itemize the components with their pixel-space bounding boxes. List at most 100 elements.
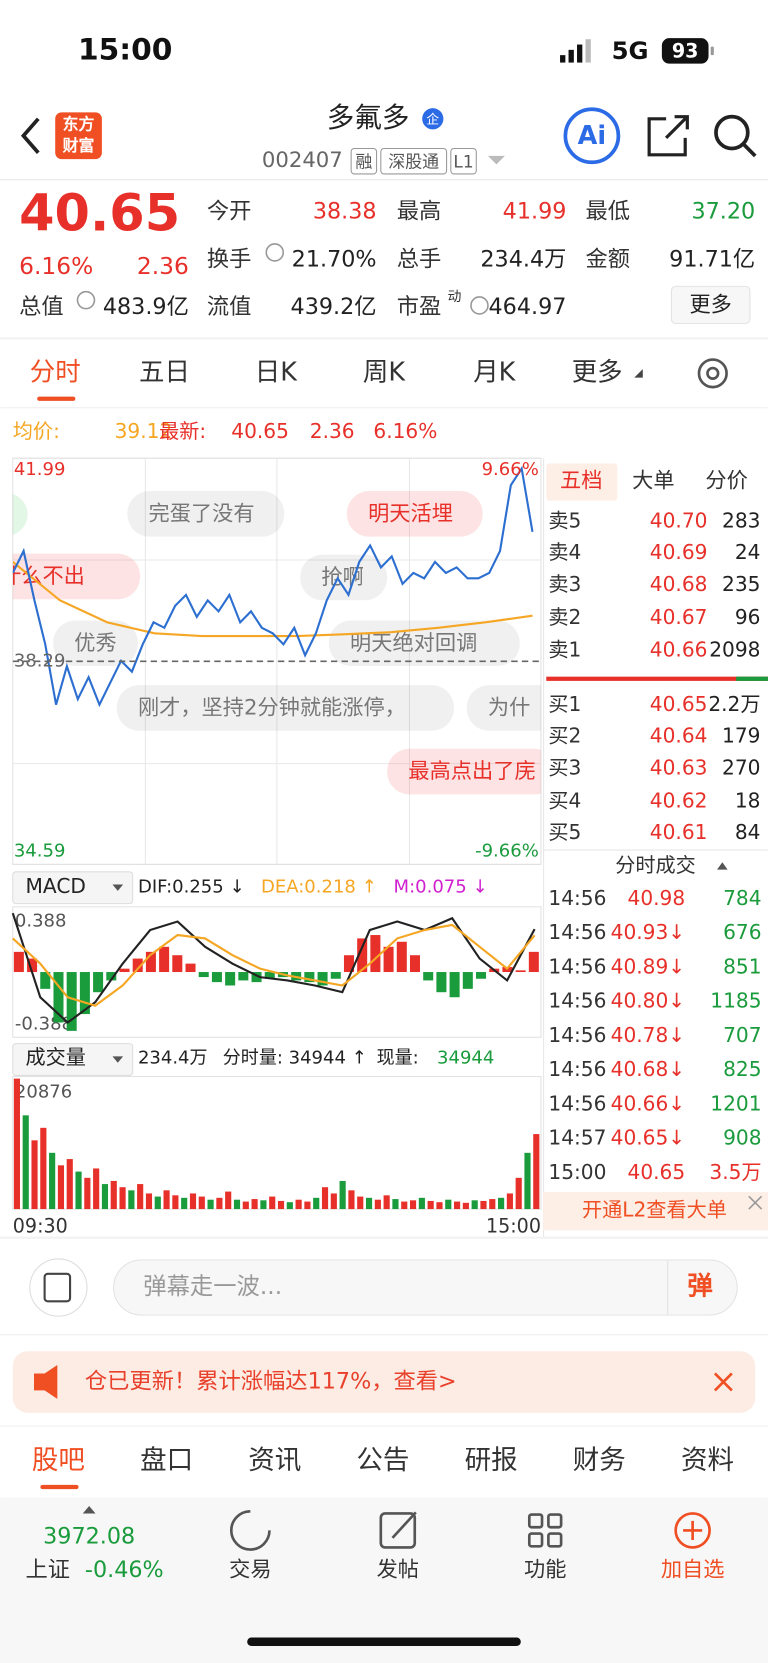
- macd-bar: [119, 968, 130, 973]
- banner-text: 开通L2查看大单: [582, 1198, 727, 1222]
- trade-price: 40.65: [628, 1160, 686, 1184]
- macd-bar: [317, 972, 328, 986]
- volume-frame: [12, 1075, 542, 1210]
- volume-bar: [401, 1201, 408, 1210]
- macd-bar: [462, 972, 473, 989]
- macd-bar: [449, 972, 460, 998]
- stock-code: 002407: [262, 148, 343, 173]
- battery-tip: [710, 46, 714, 56]
- dropdown-icon[interactable]: [487, 155, 505, 165]
- pct-label: 9.66%: [482, 459, 539, 480]
- logo: [55, 112, 102, 160]
- volume-bar: [533, 1134, 540, 1210]
- divider: [667, 1259, 669, 1316]
- trade-price: 40.68↓: [611, 1057, 686, 1081]
- book-level: 卖3: [548, 572, 581, 596]
- macd-bar: [79, 972, 90, 1015]
- home-indicator: [247, 1637, 521, 1647]
- volume-bar: [471, 1200, 478, 1210]
- settings-button[interactable]: [697, 358, 728, 389]
- tag: [350, 147, 378, 175]
- macd-bar: [225, 972, 236, 986]
- share-button[interactable]: [647, 115, 689, 157]
- danmu-text: 明天活埋: [368, 501, 453, 526]
- dea-label: DEA:0.218 ↑: [261, 877, 377, 898]
- field-label: 总手: [397, 246, 442, 272]
- volume-bar: [31, 1140, 38, 1210]
- danmu-bubble: [12, 494, 28, 535]
- info-icon: [470, 296, 489, 315]
- footer-item: 加自选: [661, 1558, 725, 1583]
- field-label: 最低: [586, 199, 631, 225]
- trade-price: 40.80↓: [611, 989, 686, 1013]
- l2-banner[interactable]: [543, 1192, 768, 1231]
- content-tab: 盘口: [140, 1445, 193, 1476]
- more-button[interactable]: [670, 285, 751, 325]
- avg-label: 均价:: [13, 419, 60, 443]
- volume-bar: [172, 1195, 179, 1210]
- trade-price: 40.98: [628, 886, 686, 910]
- trade-time: 14:56: [548, 886, 606, 910]
- volume-bar: [260, 1200, 267, 1210]
- ai-button[interactable]: [563, 107, 621, 165]
- danmu-toggle[interactable]: [29, 1258, 88, 1317]
- volume-bar: [233, 1199, 241, 1210]
- volume-bar: [242, 1201, 249, 1210]
- back-button[interactable]: [20, 117, 40, 154]
- close-icon[interactable]: [748, 1195, 763, 1210]
- macd-bar: [132, 958, 143, 973]
- comment-input[interactable]: [113, 1259, 738, 1316]
- volume-bar: [189, 1193, 197, 1210]
- danmu-text: 完蛋了没有: [149, 501, 255, 526]
- divider: [0, 1236, 768, 1239]
- trade-volume: 825: [723, 1057, 761, 1081]
- danmu-bubble: [127, 491, 285, 537]
- danmu-icon: [43, 1272, 72, 1303]
- content-tab: 财务: [573, 1445, 626, 1476]
- volume-bar: [119, 1187, 126, 1210]
- volume-bar: [286, 1202, 293, 1210]
- search-button[interactable]: [714, 114, 757, 158]
- field-label: 换手: [207, 246, 252, 272]
- macd-bar: [436, 972, 447, 993]
- x-tick-label: 09:30: [13, 1215, 68, 1238]
- volume-bar: [357, 1196, 364, 1210]
- macd-bar: [106, 972, 117, 981]
- divider: [0, 407, 768, 409]
- volume-bar: [383, 1195, 390, 1210]
- function-icon: [527, 1513, 563, 1548]
- close-icon[interactable]: [713, 1372, 733, 1392]
- trade-volume: 3.5万: [709, 1160, 761, 1184]
- add-watch-icon[interactable]: [674, 1512, 711, 1549]
- footer-item: 发帖: [377, 1558, 419, 1583]
- notice-bar[interactable]: [12, 1351, 756, 1413]
- post-icon: [379, 1511, 417, 1549]
- volume-bar: [506, 1193, 513, 1210]
- volume-bar: [427, 1200, 434, 1210]
- macd-selector[interactable]: [12, 871, 134, 905]
- volume-bar: [480, 1200, 487, 1210]
- index-name: 上证: [26, 1557, 71, 1583]
- tag-text: L1: [453, 151, 473, 171]
- volume-bar: [277, 1200, 285, 1210]
- volume-bar: [374, 1199, 381, 1210]
- volume-bar: [154, 1196, 161, 1210]
- macd-bar: [93, 972, 104, 993]
- order-tab-active[interactable]: [546, 463, 618, 501]
- macd-label: MACD: [26, 874, 86, 898]
- volume-period: 分时量: 34944 ↑: [223, 1047, 367, 1068]
- trade-volume: 851: [723, 954, 761, 978]
- order-tab: 大单: [632, 469, 674, 494]
- trade-price: 40.78↓: [611, 1023, 686, 1047]
- volume-bar: [137, 1184, 144, 1210]
- chart-tab: 月K: [473, 357, 516, 387]
- avg-line: [12, 561, 533, 638]
- volume-bar: [313, 1197, 320, 1210]
- macd-bar: [330, 972, 341, 979]
- book-volume: 18: [735, 788, 761, 812]
- volume-selector[interactable]: [12, 1043, 134, 1076]
- chart-tab: 五日: [139, 357, 190, 387]
- macd-bar: [357, 938, 368, 973]
- volume-bar: [145, 1193, 153, 1210]
- footer-item: 功能: [524, 1558, 566, 1583]
